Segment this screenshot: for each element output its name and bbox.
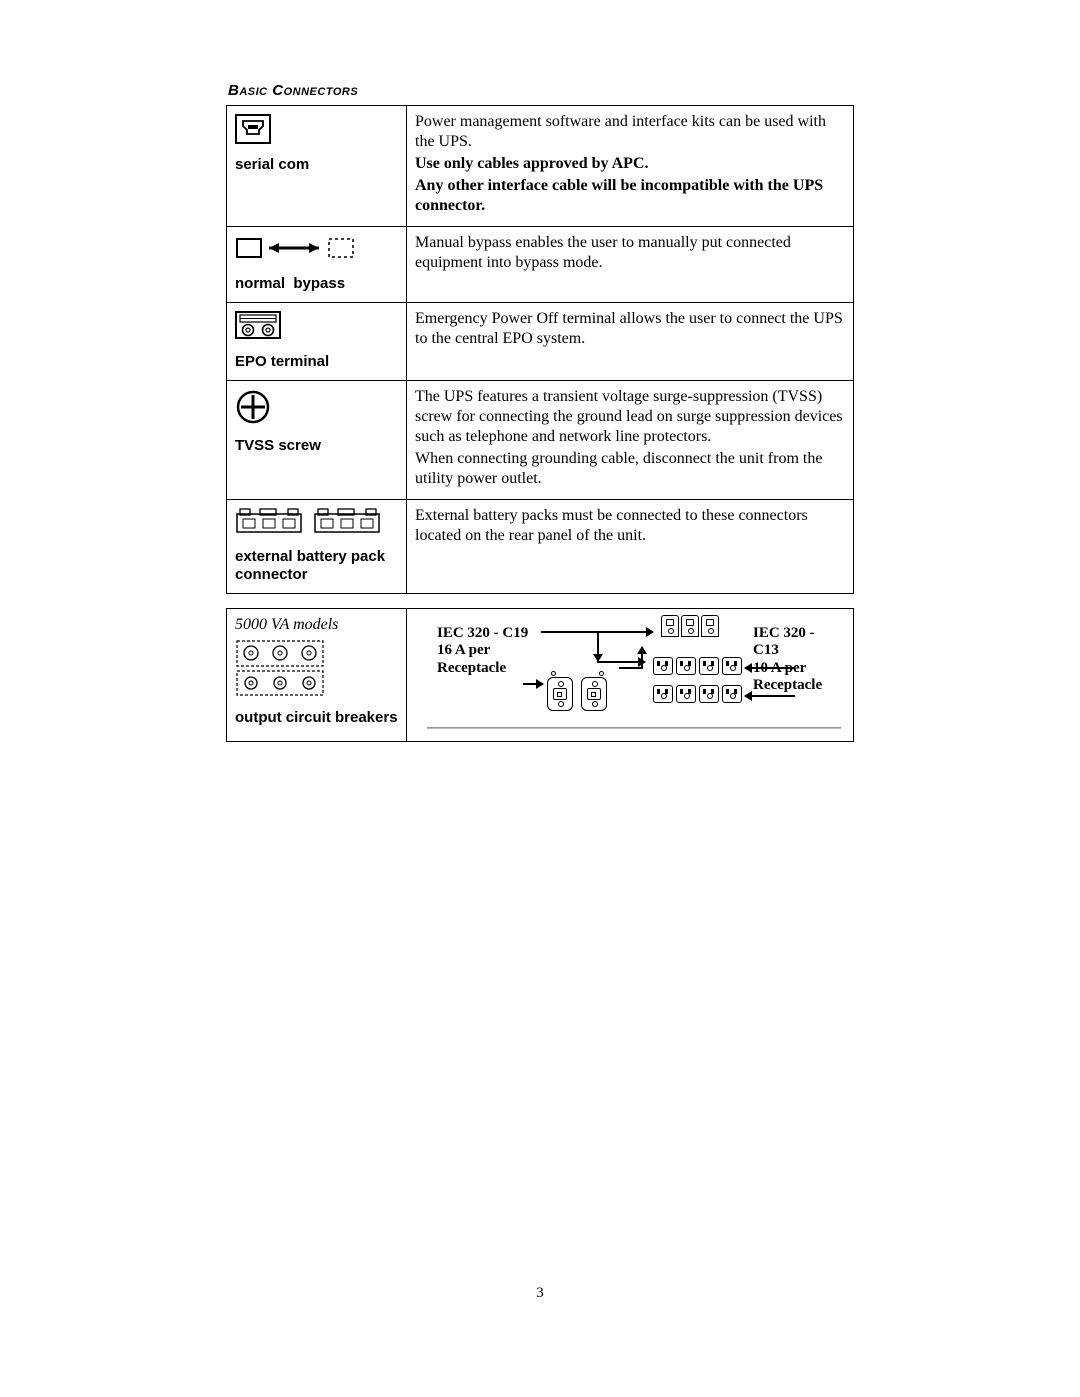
row-label: EPO terminal bbox=[235, 353, 398, 372]
breakers-icon bbox=[235, 639, 398, 703]
table-row: serial com Power management software and… bbox=[227, 106, 854, 227]
row-desc: Power management software and interface … bbox=[407, 106, 854, 227]
row-desc: Manual bypass enables the user to manual… bbox=[407, 227, 854, 303]
receptacle-diagram: IEC 320 - C1916 A perReceptacle IEC 320 … bbox=[413, 611, 843, 731]
bypass-switch-icon bbox=[235, 235, 398, 269]
row-label: external battery pack connector bbox=[235, 548, 398, 586]
model-note: 5000 VA models bbox=[235, 615, 398, 635]
page-number: 3 bbox=[0, 1285, 1080, 1302]
serial-port-icon bbox=[235, 114, 398, 150]
tvss-screw-icon bbox=[235, 389, 398, 431]
table-row: external battery pack connector External… bbox=[227, 499, 854, 594]
table-row: 5000 VA models bbox=[227, 609, 854, 742]
table-row: normal bypass Manual bypass enables the … bbox=[227, 227, 854, 303]
row-label: serial com bbox=[235, 156, 398, 175]
battery-connector-icon bbox=[235, 508, 398, 542]
c13-label: IEC 320 - C1310 A perReceptacle bbox=[753, 625, 843, 694]
row-label: normal bypass bbox=[235, 275, 398, 294]
row-desc: Emergency Power Off terminal allows the … bbox=[407, 302, 854, 380]
row-label: output circuit breakers bbox=[235, 709, 398, 728]
row-desc: External battery packs must be connected… bbox=[407, 499, 854, 594]
row-label: TVSS screw bbox=[235, 437, 398, 456]
table-row: TVSS screw The UPS features a transient … bbox=[227, 380, 854, 499]
output-panel-table: 5000 VA models bbox=[226, 608, 854, 742]
table-row: EPO terminal Emergency Power Off termina… bbox=[227, 302, 854, 380]
section-title: Basic Connectors bbox=[228, 82, 854, 99]
c19-label: IEC 320 - C1916 A perReceptacle bbox=[437, 625, 528, 677]
connectors-table: serial com Power management software and… bbox=[226, 105, 854, 594]
row-desc: The UPS features a transient voltage sur… bbox=[407, 380, 854, 499]
epo-terminal-icon bbox=[235, 311, 398, 347]
